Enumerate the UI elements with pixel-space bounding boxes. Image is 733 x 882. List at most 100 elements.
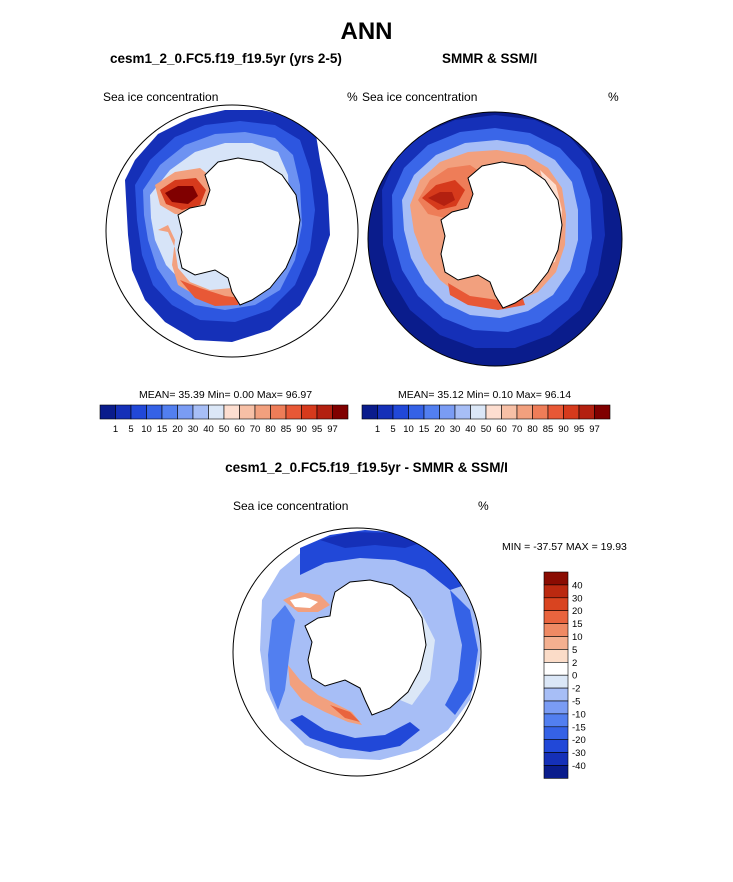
diff-colorbar-tick-label: 15 bbox=[572, 619, 583, 630]
panel2-colorbar-tick-label: 60 bbox=[496, 424, 507, 435]
panel2-colorbar-tick-label: 5 bbox=[390, 424, 395, 435]
diff-colorbar-swatch-11 bbox=[543, 713, 569, 728]
panel2-colorbar-swatch-4 bbox=[423, 404, 440, 420]
panel2-colorbar-swatch-8 bbox=[485, 404, 502, 420]
panel2-colorbar-swatch-6 bbox=[454, 404, 471, 420]
panel1-ice-outer bbox=[125, 110, 330, 342]
panel2-colorbar-swatch-12 bbox=[547, 404, 564, 420]
panel2-colorbar-tick-label: 80 bbox=[527, 424, 538, 435]
panel1-colorbar-tick-label: 90 bbox=[296, 424, 307, 435]
panel1-colorbar-swatch-3 bbox=[146, 404, 163, 420]
panel1-colorbar: 1 5 10 15 20 30 40 50 60 70 80 85 90 95 97 bbox=[99, 404, 349, 435]
diff-colorbar-tick-label: -30 bbox=[572, 748, 586, 759]
panel1-colorbar-swatch-13 bbox=[301, 404, 318, 420]
diff-colorbar-tick-label: -2 bbox=[572, 684, 580, 695]
diff-colorbar-tick-label: 10 bbox=[572, 632, 583, 643]
panel2-title: SMMR & SSM/I bbox=[442, 51, 538, 66]
panel1-colorbar-swatch-9 bbox=[239, 404, 256, 420]
panel2-antarctica bbox=[440, 161, 563, 309]
panel2-colorbar-tick-label: 20 bbox=[434, 424, 445, 435]
diff-colorbar-tick-label: 2 bbox=[572, 658, 577, 669]
panel1-colorbar-tick-label: 60 bbox=[234, 424, 245, 435]
panel1-colorbar-swatch-6 bbox=[192, 404, 209, 420]
panel1-colorbar-tick-label: 10 bbox=[141, 424, 152, 435]
diff-colorbar-swatch-1 bbox=[543, 584, 569, 599]
panel2-colorbar-swatch-7 bbox=[470, 404, 487, 420]
diff-colorbar-tick-label: -20 bbox=[572, 735, 586, 746]
panel2-colorbar-swatch-0 bbox=[361, 404, 378, 420]
diff-colorbar-tick-label: 20 bbox=[572, 606, 583, 617]
panel1-colorbar-tick-label: 85 bbox=[281, 424, 292, 435]
panel1-colorbar-tick-label: 70 bbox=[250, 424, 261, 435]
panel2-colorbar-tick-label: 10 bbox=[403, 424, 414, 435]
panel2-colorbar-swatch-11 bbox=[532, 404, 549, 420]
diff-antarctica bbox=[304, 579, 427, 716]
diff-colorbar-tick-label: 40 bbox=[572, 580, 583, 591]
panel2-colorbar-tick-label: 50 bbox=[481, 424, 492, 435]
panel1-colorbar-swatch-7 bbox=[208, 404, 225, 420]
panel2-colorbar-swatch-5 bbox=[439, 404, 456, 420]
panel2-colorbar-tick-label: 95 bbox=[574, 424, 585, 435]
panel1-colorbar-tick-label: 50 bbox=[219, 424, 230, 435]
panel1-colorbar-tick-label: 1 bbox=[113, 424, 118, 435]
panel1-right-label: % bbox=[347, 90, 358, 104]
diff-colorbar-swatch-2 bbox=[543, 597, 569, 611]
panel2-colorbar-tick-label: 97 bbox=[589, 424, 600, 435]
diff-colorbar-swatch-14 bbox=[543, 752, 569, 766]
panel1-colorbar-tick-label: 5 bbox=[128, 424, 133, 435]
panel2-colorbar-tick-label: 70 bbox=[512, 424, 523, 435]
diff-colorbar-swatch-5 bbox=[543, 636, 569, 650]
diff-colorbar-tick-label: 0 bbox=[572, 671, 577, 682]
panel1-colorbar-swatch-1 bbox=[115, 404, 132, 420]
diff-colorbar-swatch-3 bbox=[543, 610, 569, 624]
panel1-colorbar-tick-label: 20 bbox=[172, 424, 183, 435]
diff-left-label: Sea ice concentration bbox=[233, 499, 349, 513]
panel2-colorbar-tick-label: 1 bbox=[375, 424, 380, 435]
diff-colorbar-tick-label: -40 bbox=[572, 761, 586, 772]
panel2-right-label: % bbox=[608, 90, 619, 104]
panel2-colorbar-tick-label: 30 bbox=[450, 424, 461, 435]
panel2-colorbar-swatch-15 bbox=[594, 404, 611, 420]
panel2-colorbar-tick-label: 15 bbox=[419, 424, 430, 435]
diff-colorbar-tick-label: -5 bbox=[572, 697, 580, 708]
diff-colorbar-tick-label: -10 bbox=[572, 709, 586, 720]
panel1-title: cesm1_2_0.FC5.f19_f19.5yr (yrs 2-5) bbox=[110, 51, 342, 66]
panel1-colorbar-tick-label: 80 bbox=[265, 424, 276, 435]
panel2-colorbar-swatch-13 bbox=[563, 404, 580, 420]
panel2-colorbar-tick-label: 85 bbox=[543, 424, 554, 435]
panel1-colorbar-swatch-11 bbox=[270, 404, 287, 420]
panel1-colorbar-swatch-5 bbox=[177, 404, 194, 420]
diff-title: cesm1_2_0.FC5.f19_f19.5yr - SMMR & SSM/I bbox=[225, 460, 508, 475]
panel1-colorbar-swatch-12 bbox=[285, 404, 302, 420]
panel2-colorbar-swatch-1 bbox=[377, 404, 394, 420]
panel1-colorbar-swatch-10 bbox=[254, 404, 271, 420]
panel1-colorbar-tick-label: 40 bbox=[203, 424, 214, 435]
panel2-colorbar: 1 5 10 15 20 30 40 50 60 70 80 85 90 95 97 bbox=[361, 404, 611, 435]
panel2-colorbar-swatch-9 bbox=[501, 404, 518, 420]
panel1-colorbar-swatch-0 bbox=[99, 404, 116, 420]
diff-colorbar-swatch-10 bbox=[543, 700, 569, 715]
diff-colorbar-swatch-8 bbox=[543, 674, 569, 689]
diff-colorbar-swatch-7 bbox=[543, 662, 569, 676]
panel2-left-label: Sea ice concentration bbox=[362, 90, 478, 104]
diff-colorbar-swatch-4 bbox=[543, 623, 569, 637]
panel2-colorbar-tick-label: 90 bbox=[558, 424, 569, 435]
panel2-colorbar-swatch-10 bbox=[516, 404, 533, 420]
diff-colorbar-swatch-0 bbox=[543, 571, 569, 586]
diff-minmax: MIN = -37.57 MAX = 19.93 bbox=[502, 541, 627, 553]
panel2-colorbar-tick-label: 40 bbox=[465, 424, 476, 435]
panel1-left-label: Sea ice concentration bbox=[103, 90, 219, 104]
panel1-colorbar-swatch-2 bbox=[130, 404, 147, 420]
panel1-colorbar-swatch-4 bbox=[161, 404, 178, 420]
diff-colorbar-tick-label: 30 bbox=[572, 593, 583, 604]
panel1-colorbar-swatch-8 bbox=[223, 404, 240, 420]
panel1-colorbar-tick-label: 30 bbox=[188, 424, 199, 435]
diff-colorbar-swatch-15 bbox=[543, 765, 569, 779]
diff-colorbar-tick-label: 5 bbox=[572, 645, 577, 656]
panel1-colorbar-tick-label: 95 bbox=[312, 424, 323, 435]
panel1-colorbar-swatch-14 bbox=[316, 404, 333, 420]
panel1-colorbar-swatch-15 bbox=[332, 404, 349, 420]
panel2-colorbar-swatch-2 bbox=[392, 404, 409, 420]
panel2-colorbar-swatch-3 bbox=[408, 404, 425, 420]
